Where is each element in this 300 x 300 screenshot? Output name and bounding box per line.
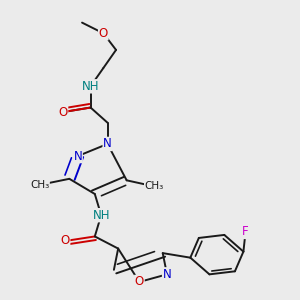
Text: N: N <box>103 137 112 150</box>
Text: NH: NH <box>82 80 99 93</box>
Text: CH₃: CH₃ <box>145 182 164 191</box>
Text: O: O <box>99 27 108 40</box>
Text: O: O <box>58 106 68 118</box>
Text: O: O <box>61 235 70 248</box>
Text: F: F <box>242 225 249 239</box>
Text: O: O <box>135 275 144 288</box>
Text: N: N <box>74 150 82 163</box>
Text: CH₃: CH₃ <box>30 180 49 190</box>
Text: N: N <box>163 268 171 281</box>
Text: NH: NH <box>92 209 110 222</box>
